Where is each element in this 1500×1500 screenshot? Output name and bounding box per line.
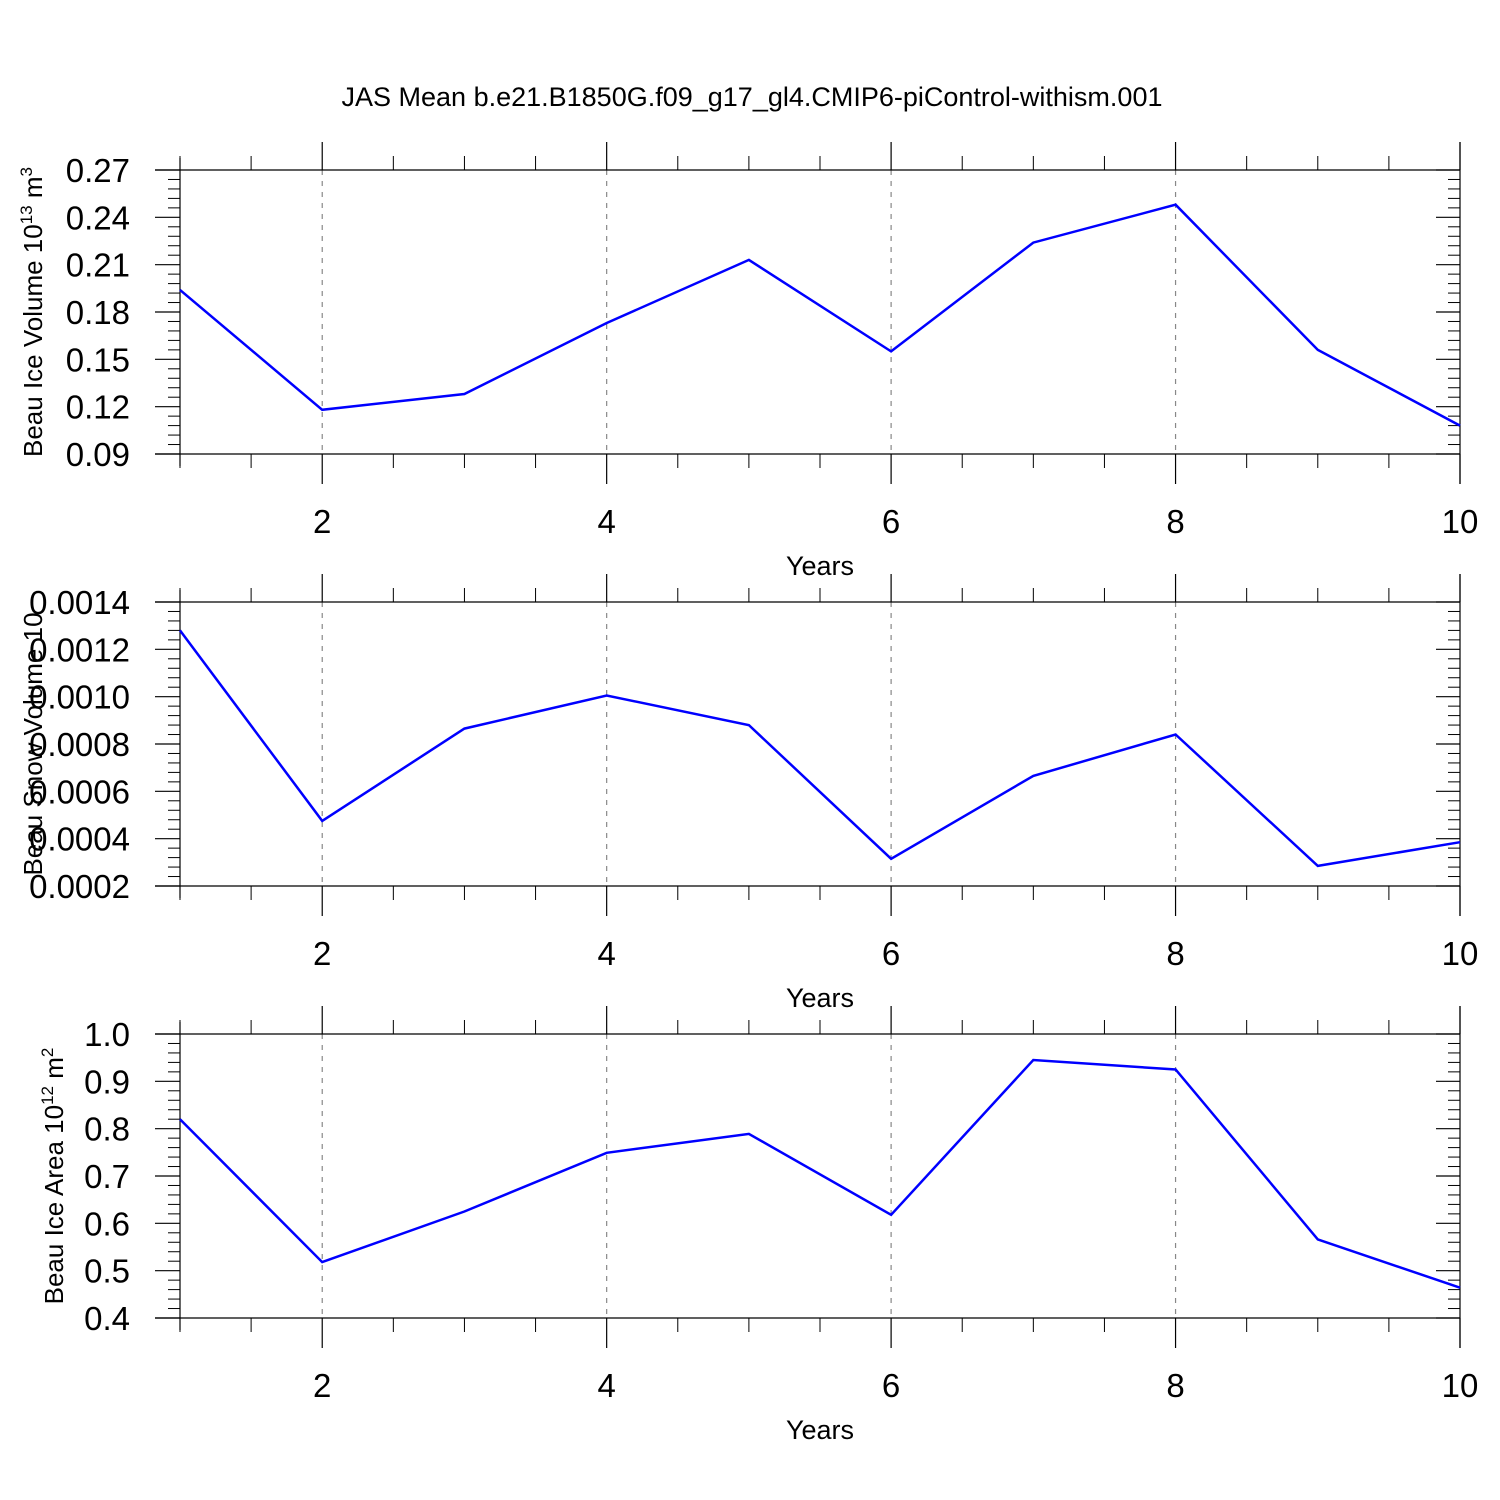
- y-tick-label: 0.0010: [29, 679, 130, 716]
- y-tick-label: 0.7: [84, 1158, 130, 1195]
- series-line: [179, 203, 1461, 427]
- y-axis-label-text: Beau Ice Volume 10: [18, 224, 48, 457]
- y-axis-label-text: Beau Snow Volume 10: [18, 612, 48, 875]
- y-axis-label: Beau Ice Volume 1013 m3: [17, 167, 48, 457]
- x-tick-label: 10: [1442, 1367, 1479, 1404]
- y-tick-label: 0.09: [66, 436, 130, 473]
- series-line: [179, 1058, 1461, 1289]
- y-tick-label: 0.5: [84, 1253, 130, 1290]
- x-axis-label: Years: [786, 983, 854, 1013]
- y-tick-label: 0.0004: [29, 821, 130, 858]
- panel-3: 2 4 6 8 10 0.4 0.5 0.6 0.7 0.8 0.9 1.0 Years Beau Ice…: [38, 1006, 1478, 1445]
- x-tick-label: 6: [882, 935, 900, 972]
- y-axis-label-unit: m: [39, 1057, 69, 1086]
- y-tick-label: 0.24: [66, 199, 130, 236]
- y-axis-label: Beau Ice Area 1012 m2: [38, 1048, 69, 1305]
- y-axis-label-unit: m: [18, 176, 48, 205]
- y-axis-label-exponent: 13: [17, 205, 36, 224]
- x-tick-label: 10: [1442, 935, 1479, 972]
- panel-2: 2 4 6 8 10 0.0002 0.0004 0.0006 0.0008 0.0010 0.00…: [18, 574, 1478, 1013]
- x-tick-label: 2: [313, 503, 331, 540]
- y-tick-label: 0.4: [84, 1300, 130, 1337]
- y-tick-label: 0.0002: [29, 868, 130, 905]
- x-tick-label: 4: [597, 935, 615, 972]
- y-tick-label: 1.0: [84, 1016, 130, 1053]
- x-tick-label: 4: [597, 1367, 615, 1404]
- y-axis-label-unit-exponent: 2: [38, 1048, 57, 1057]
- x-tick-label: 2: [313, 935, 331, 972]
- x-axis-label: Years: [786, 551, 854, 581]
- y-tick-label: 0.0012: [29, 631, 130, 668]
- y-tick-label: 0.9: [84, 1063, 130, 1100]
- x-tick-label: 6: [882, 1367, 900, 1404]
- x-tick-label: 6: [882, 503, 900, 540]
- x-axis-label: Years: [786, 1415, 854, 1445]
- y-tick-label: 0.18: [66, 294, 130, 331]
- y-tick-label: 0.0008: [29, 726, 130, 763]
- y-tick-label: 0.8: [84, 1111, 130, 1148]
- y-axis-label-exponent: 12: [38, 1086, 57, 1105]
- y-axis-label: Beau Snow Volume 10: [18, 612, 48, 875]
- y-axis-label-text: Beau Ice Area 10: [39, 1105, 69, 1304]
- x-tick-label: 2: [313, 1367, 331, 1404]
- y-tick-label: 0.15: [66, 341, 130, 378]
- y-tick-label: 0.0014: [29, 584, 130, 621]
- x-tick-label: 8: [1166, 935, 1184, 972]
- y-tick-label: 0.27: [66, 152, 130, 189]
- panel-1: 2 4 6 8 10 0.09 0.12 0.15 0.18 0.21 0.24 0.27 Years B…: [17, 142, 1478, 581]
- series-line: [178, 629, 1461, 868]
- x-tick-label: 4: [597, 503, 615, 540]
- x-tick-label: 8: [1166, 503, 1184, 540]
- y-tick-label: 0.0006: [29, 773, 130, 810]
- x-tick-label: 8: [1166, 1367, 1184, 1404]
- y-tick-label: 0.12: [66, 389, 130, 426]
- y-tick-label: 0.6: [84, 1205, 130, 1242]
- x-tick-label: 10: [1442, 503, 1479, 540]
- y-axis-label-unit-exponent: 3: [17, 167, 36, 176]
- figure-title: JAS Mean b.e21.B1850G.f09_g17_gl4.CMIP6-…: [342, 82, 1163, 112]
- y-tick-label: 0.21: [66, 247, 130, 284]
